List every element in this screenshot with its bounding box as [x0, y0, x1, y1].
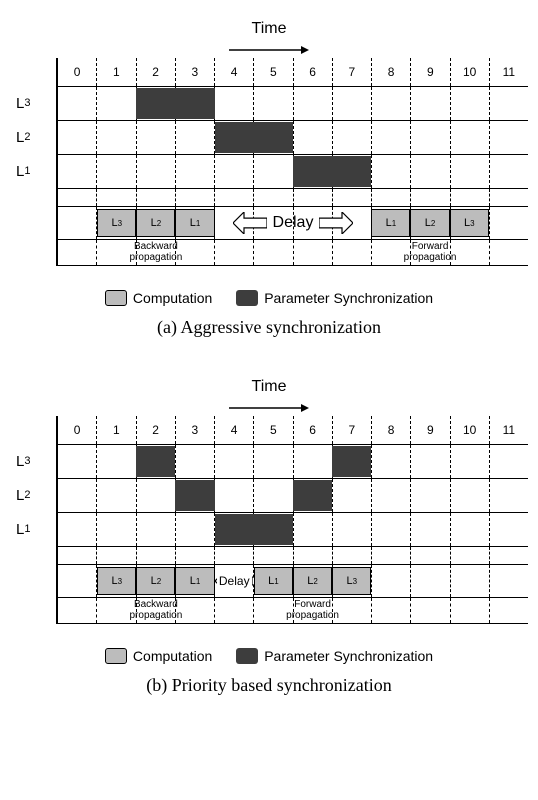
header-row-b: 01234567891011: [10, 416, 528, 444]
time-text: Time: [252, 20, 287, 38]
computation-block: L3: [97, 567, 136, 595]
computation-block: L1: [175, 567, 214, 595]
header-row-a: 01234567891011: [10, 58, 528, 86]
spacer-cells-b: [58, 546, 528, 564]
cells-l3-b: [58, 444, 528, 478]
legend-param-sync: Parameter Synchronization: [236, 290, 433, 306]
bottom-cells-b: [58, 598, 528, 624]
cells-l1-b: [58, 512, 528, 546]
row-l3-b: L3: [10, 444, 528, 478]
row-l2-b: L2: [10, 478, 528, 512]
row-label-l1: L1: [10, 154, 58, 188]
row-label-l2: L2: [10, 120, 58, 154]
param-sync-block: [175, 480, 214, 511]
swatch-light: [105, 290, 127, 306]
computation-block: L3: [332, 567, 371, 595]
param-sync-block: [136, 88, 214, 119]
time-arrow-b: [10, 400, 528, 410]
legend-computation: Computation: [105, 290, 212, 306]
time-arrow-a: [10, 42, 528, 52]
spacer-cells-a: [58, 188, 528, 206]
cells-l1-a: [58, 154, 528, 188]
spacer-b: [10, 546, 528, 564]
param-sync-block: [332, 446, 371, 477]
param-sync-block: [136, 446, 175, 477]
legend-sync-text: Parameter Synchronization: [264, 290, 433, 306]
cells-l2-b: [58, 478, 528, 512]
time-label-a: Time: [10, 20, 528, 38]
legend-a: Computation Parameter Synchronization: [10, 290, 528, 309]
legend-comp-text: Computation: [133, 290, 212, 306]
computation-block: L2: [410, 209, 449, 237]
delay-indicator: Delay: [215, 207, 372, 239]
time-label-b: Time: [10, 378, 528, 396]
row-l1-a: L1: [10, 154, 528, 188]
bottom-row-a: [10, 240, 528, 266]
comp-row-a: L3L2L1L1L2L3DelayBackwardpropagationForw…: [10, 206, 528, 240]
chart-b: 01234567891011 L3 L2 L1 L3L2L1L1L2L3Dela…: [10, 416, 528, 624]
row-label-l3: L3: [10, 86, 58, 120]
param-sync-block: [215, 514, 293, 545]
comp-row-b: L3L2L1L1L2L3DelayBackwardpropagationForw…: [10, 564, 528, 598]
column-headers-b: 01234567891011: [58, 416, 528, 444]
cells-l2-a: [58, 120, 528, 154]
bottom-row-b: [10, 598, 528, 624]
computation-block: L3: [97, 209, 136, 237]
comp-cells-a: L3L2L1L1L2L3DelayBackwardpropagationForw…: [58, 206, 528, 240]
time-text-b: Time: [252, 378, 287, 396]
chart-a: 01234567891011 L3 L2 L1 L3L2L1L1L2L3Dela…: [10, 58, 528, 266]
computation-block: L1: [371, 209, 410, 237]
param-sync-block: [215, 122, 293, 153]
header-label-blank: [10, 58, 58, 86]
computation-block: L1: [175, 209, 214, 237]
figure-a: Time 01234567891011 L3 L2 L1: [10, 20, 528, 338]
computation-block: L1: [254, 567, 293, 595]
row-l3-a: L3: [10, 86, 528, 120]
param-sync-block: [293, 480, 332, 511]
delay-indicator: Delay: [215, 565, 254, 597]
legend-b: Computation Parameter Synchronization: [10, 648, 528, 667]
computation-block: L3: [450, 209, 489, 237]
comp-cells-b: L3L2L1L1L2L3DelayBackwardpropagationForw…: [58, 564, 528, 598]
spacer-a: [10, 188, 528, 206]
caption-b: (b) Priority based synchronization: [10, 675, 528, 696]
figure-b: Time 01234567891011 L3 L2 L1 L3L2L1L1L2L…: [10, 378, 528, 696]
cells-l3-a: [58, 86, 528, 120]
swatch-dark: [236, 290, 258, 306]
bottom-cells-a: [58, 240, 528, 266]
computation-block: L2: [136, 567, 175, 595]
caption-a: (a) Aggressive synchronization: [10, 317, 528, 338]
row-l2-a: L2: [10, 120, 528, 154]
param-sync-block: [293, 156, 371, 187]
computation-block: L2: [293, 567, 332, 595]
column-headers-a: 01234567891011: [58, 58, 528, 86]
row-l1-b: L1: [10, 512, 528, 546]
computation-block: L2: [136, 209, 175, 237]
